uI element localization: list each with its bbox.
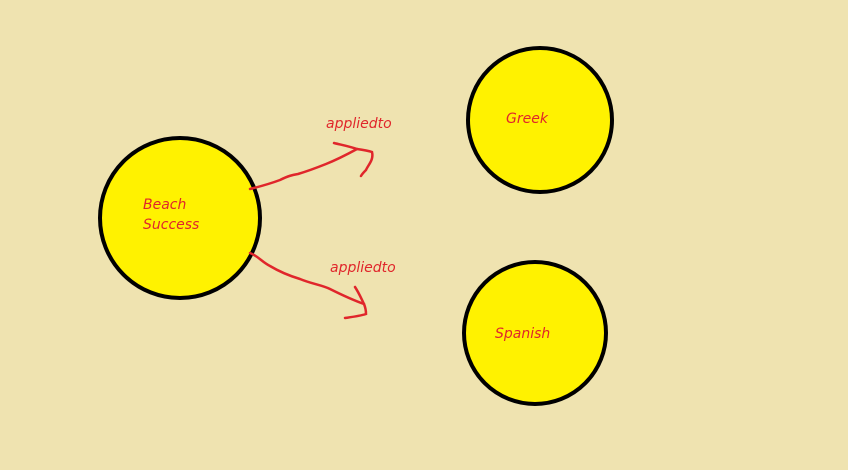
edge-beach-to-greek-line <box>248 147 359 191</box>
node-greek[interactable]: Greek <box>466 46 614 194</box>
node-beach-success-label-line2: Success <box>143 217 199 233</box>
node-beach-success[interactable]: Beach Success <box>98 136 262 300</box>
edge-beach-to-spanish-line <box>248 251 366 306</box>
edge-beach-to-greek-label: appliedto <box>326 116 392 132</box>
node-greek-label: Greek <box>506 111 549 127</box>
node-greek-circle <box>466 46 614 194</box>
edge-beach-to-spanish-label: appliedto <box>330 260 396 276</box>
node-spanish-label: Spanish <box>495 326 550 342</box>
node-beach-success-circle <box>98 136 262 300</box>
edge-beach-to-greek-arrowhead <box>332 141 374 178</box>
node-beach-success-label-line1: Beach <box>143 197 186 213</box>
node-spanish[interactable]: Spanish <box>462 260 608 406</box>
edge-beach-to-greek: appliedto <box>248 116 392 191</box>
edge-beach-to-spanish-arrowhead <box>343 285 368 320</box>
node-spanish-circle <box>462 260 608 406</box>
edge-beach-to-spanish: appliedto <box>248 251 396 320</box>
